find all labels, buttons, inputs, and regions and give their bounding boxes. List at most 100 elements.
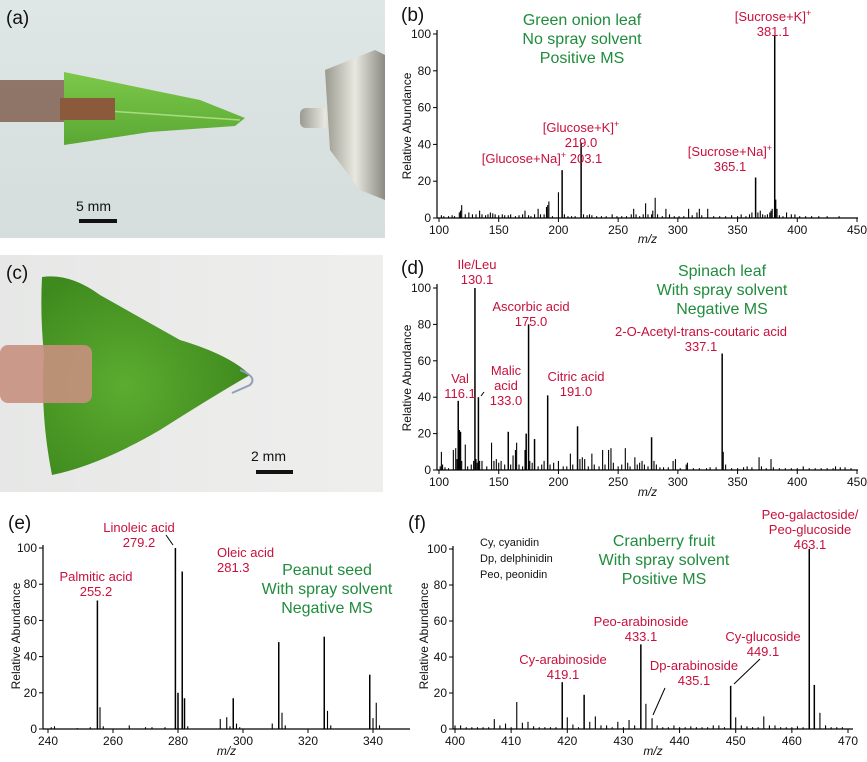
x-tick-label: 450 (847, 223, 867, 237)
annotation-text: 175.0 (515, 314, 548, 329)
annotation-leader-line (733, 658, 761, 685)
y-tick-label: 60 (24, 613, 38, 627)
chart-title-line: No spray solvent (522, 31, 642, 48)
annotation-leader-line (165, 534, 174, 546)
peak-annotation: Dp-arabinoside (650, 658, 738, 673)
annotation-mz: 203.1 (570, 151, 603, 166)
annotation-text: 279.2 (123, 535, 156, 550)
photo-spinach-leaf: (c) 2 mm (0, 255, 383, 492)
peak-annotation: Cy-glucoside (725, 629, 800, 644)
x-tick-label: 320 (298, 734, 318, 748)
y-tick-label: 40 (434, 650, 448, 664)
chart-title-line: Spinach leaf (678, 263, 767, 280)
scale-bar-c (256, 470, 293, 474)
x-axis-label: m/z (638, 232, 657, 246)
y-tick-label: 60 (434, 614, 448, 628)
x-tick-label: 240 (38, 734, 58, 748)
annotation-text: 433.1 (625, 629, 658, 644)
annotation-leader-line (480, 391, 485, 397)
peak-annotation: Peo-glucoside (769, 522, 851, 537)
leaf (41, 276, 251, 475)
chart-title-line: With spray solvent (262, 581, 393, 598)
y-axis-label: Relative Abundance (417, 582, 431, 689)
x-tick-label: 450 (847, 475, 867, 489)
annotation-text: acid (494, 378, 518, 393)
y-axis-label: Relative Abundance (400, 324, 414, 431)
peak-annotation: 2-O-Acetyl-trans-coutaric acid (615, 324, 787, 339)
y-tick-label: 20 (418, 427, 432, 441)
abbreviation-legend-line: Peo, peonidin (480, 569, 547, 581)
x-tick-label: 410 (501, 734, 521, 748)
x-tick-label: 150 (489, 223, 509, 237)
abbreviation-legend-line: Cy, cyanidin (480, 537, 539, 549)
y-tick-label: 60 (418, 354, 432, 368)
peak-annotation: [Sucrose+Na]+ (688, 143, 772, 159)
peak-annotation: 281.3 (217, 560, 250, 575)
x-tick-label: 260 (103, 734, 123, 748)
annotation-text: 281.3 (217, 560, 250, 575)
annotation-charge: + (806, 8, 811, 18)
panel-label-e: (e) (8, 513, 32, 534)
annotation-text: Dp-arabinoside (650, 658, 738, 673)
annotation-charge: + (561, 150, 566, 160)
chart-title-line: Peanut seed (282, 562, 372, 579)
x-tick-label: 250 (608, 223, 628, 237)
chart-title-line: Green onion leaf (523, 12, 642, 29)
chart-title-line: Positive MS (622, 571, 706, 588)
y-tick-label: 60 (418, 101, 432, 115)
x-tick-label: 350 (728, 475, 748, 489)
panel-label-b: (b) (401, 5, 425, 26)
y-tick-label: 80 (418, 317, 432, 331)
annotation-text: Peo-arabinoside (594, 614, 689, 629)
annotation-text: 255.2 (80, 584, 113, 599)
chart-f: 0 20 40 60 80 100 400 410 420 430 440 450 460 470 m/z R… (417, 507, 859, 758)
y-axis-label: Relative Abundance (400, 72, 414, 179)
peak-annotation: Ile/Leu (457, 257, 496, 272)
peak-annotation: Citric acid (547, 369, 604, 384)
y-tick-label: 40 (418, 390, 432, 404)
y-tick-label: 40 (24, 650, 38, 664)
y-tick-label: 20 (24, 686, 38, 700)
x-tick-label: 340 (363, 734, 383, 748)
y-tick-label: 100 (427, 542, 447, 556)
abbreviation-legend-line: Dp, delphinidin (480, 553, 553, 565)
copper-clip-blur (0, 80, 70, 122)
x-tick-label: 300 (233, 734, 253, 748)
x-tick-label: 300 (668, 223, 688, 237)
annotation-text: 133.0 (490, 393, 523, 408)
solvent-tip (231, 369, 254, 394)
panel-label-a: (a) (6, 8, 30, 29)
chart-title-line: With spray solvent (657, 282, 788, 299)
x-tick-label: 300 (668, 475, 688, 489)
annotation-text: 219.0 (565, 135, 598, 150)
chart-e: 0 20 40 60 80 100 240 260 280 300 320 340 m/z Relativ… (9, 520, 410, 758)
annotation-text: 463.1 (794, 537, 827, 552)
annotation-text: [Glucose+Na] (482, 151, 561, 166)
x-tick-label: 400 (787, 475, 807, 489)
x-axis-label: m/z (643, 744, 662, 758)
peak-annotation: Peo-galactoside/ (762, 507, 859, 522)
annotation-text: Linoleic acid (103, 520, 175, 535)
annotation-text: Peo-glucoside (769, 522, 851, 537)
peak-annotation: 279.2 (123, 535, 156, 550)
annotation-text: [Sucrose+Na] (688, 144, 767, 159)
y-tick-label: 80 (24, 577, 38, 591)
photo-green-onion-leaf: (a) 5 mm (0, 0, 385, 238)
annotation-text: 130.1 (461, 272, 494, 287)
x-tick-label: 440 (670, 734, 690, 748)
peak-annotation: Malic (491, 363, 522, 378)
y-tick-label: 100 (411, 27, 431, 41)
panel-label-d: (d) (401, 258, 425, 279)
photo-a-illustration (0, 50, 385, 200)
peak-annotation: Palmitic acid (60, 569, 133, 584)
x-tick-label: 460 (782, 734, 802, 748)
annotation-text: Palmitic acid (60, 569, 133, 584)
x-axis-label: m/z (638, 485, 657, 499)
chart-title-line: With spray solvent (599, 552, 730, 569)
annotation-text: Cy-arabinoside (519, 652, 606, 667)
x-tick-label: 350 (728, 223, 748, 237)
annotation-text: 2-O-Acetyl-trans-coutaric acid (615, 324, 787, 339)
peak-annotation: Cy-arabinoside (519, 652, 606, 667)
chart-title-line: Negative MS (676, 301, 768, 318)
annotation-text: Peo-galactoside/ (762, 507, 859, 522)
